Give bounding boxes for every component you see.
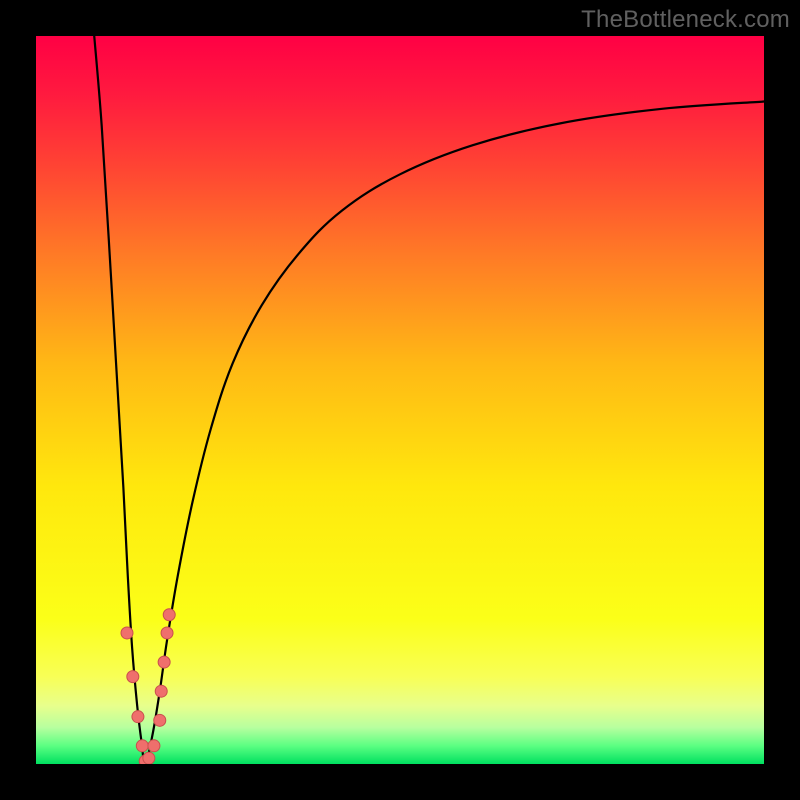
chart-background	[36, 36, 764, 764]
marker-point	[127, 671, 139, 683]
marker-point	[158, 656, 170, 668]
marker-point	[154, 714, 166, 726]
stage: TheBottleneck.com	[0, 0, 800, 800]
marker-point	[121, 627, 133, 639]
marker-point	[143, 752, 155, 764]
marker-point	[161, 627, 173, 639]
marker-point	[136, 740, 148, 752]
marker-point	[132, 711, 144, 723]
bottleneck-chart	[36, 36, 764, 764]
marker-point	[155, 685, 167, 697]
marker-point	[148, 740, 160, 752]
watermark-text: TheBottleneck.com	[581, 6, 790, 34]
marker-point	[163, 609, 175, 621]
chart-svg	[36, 36, 764, 764]
